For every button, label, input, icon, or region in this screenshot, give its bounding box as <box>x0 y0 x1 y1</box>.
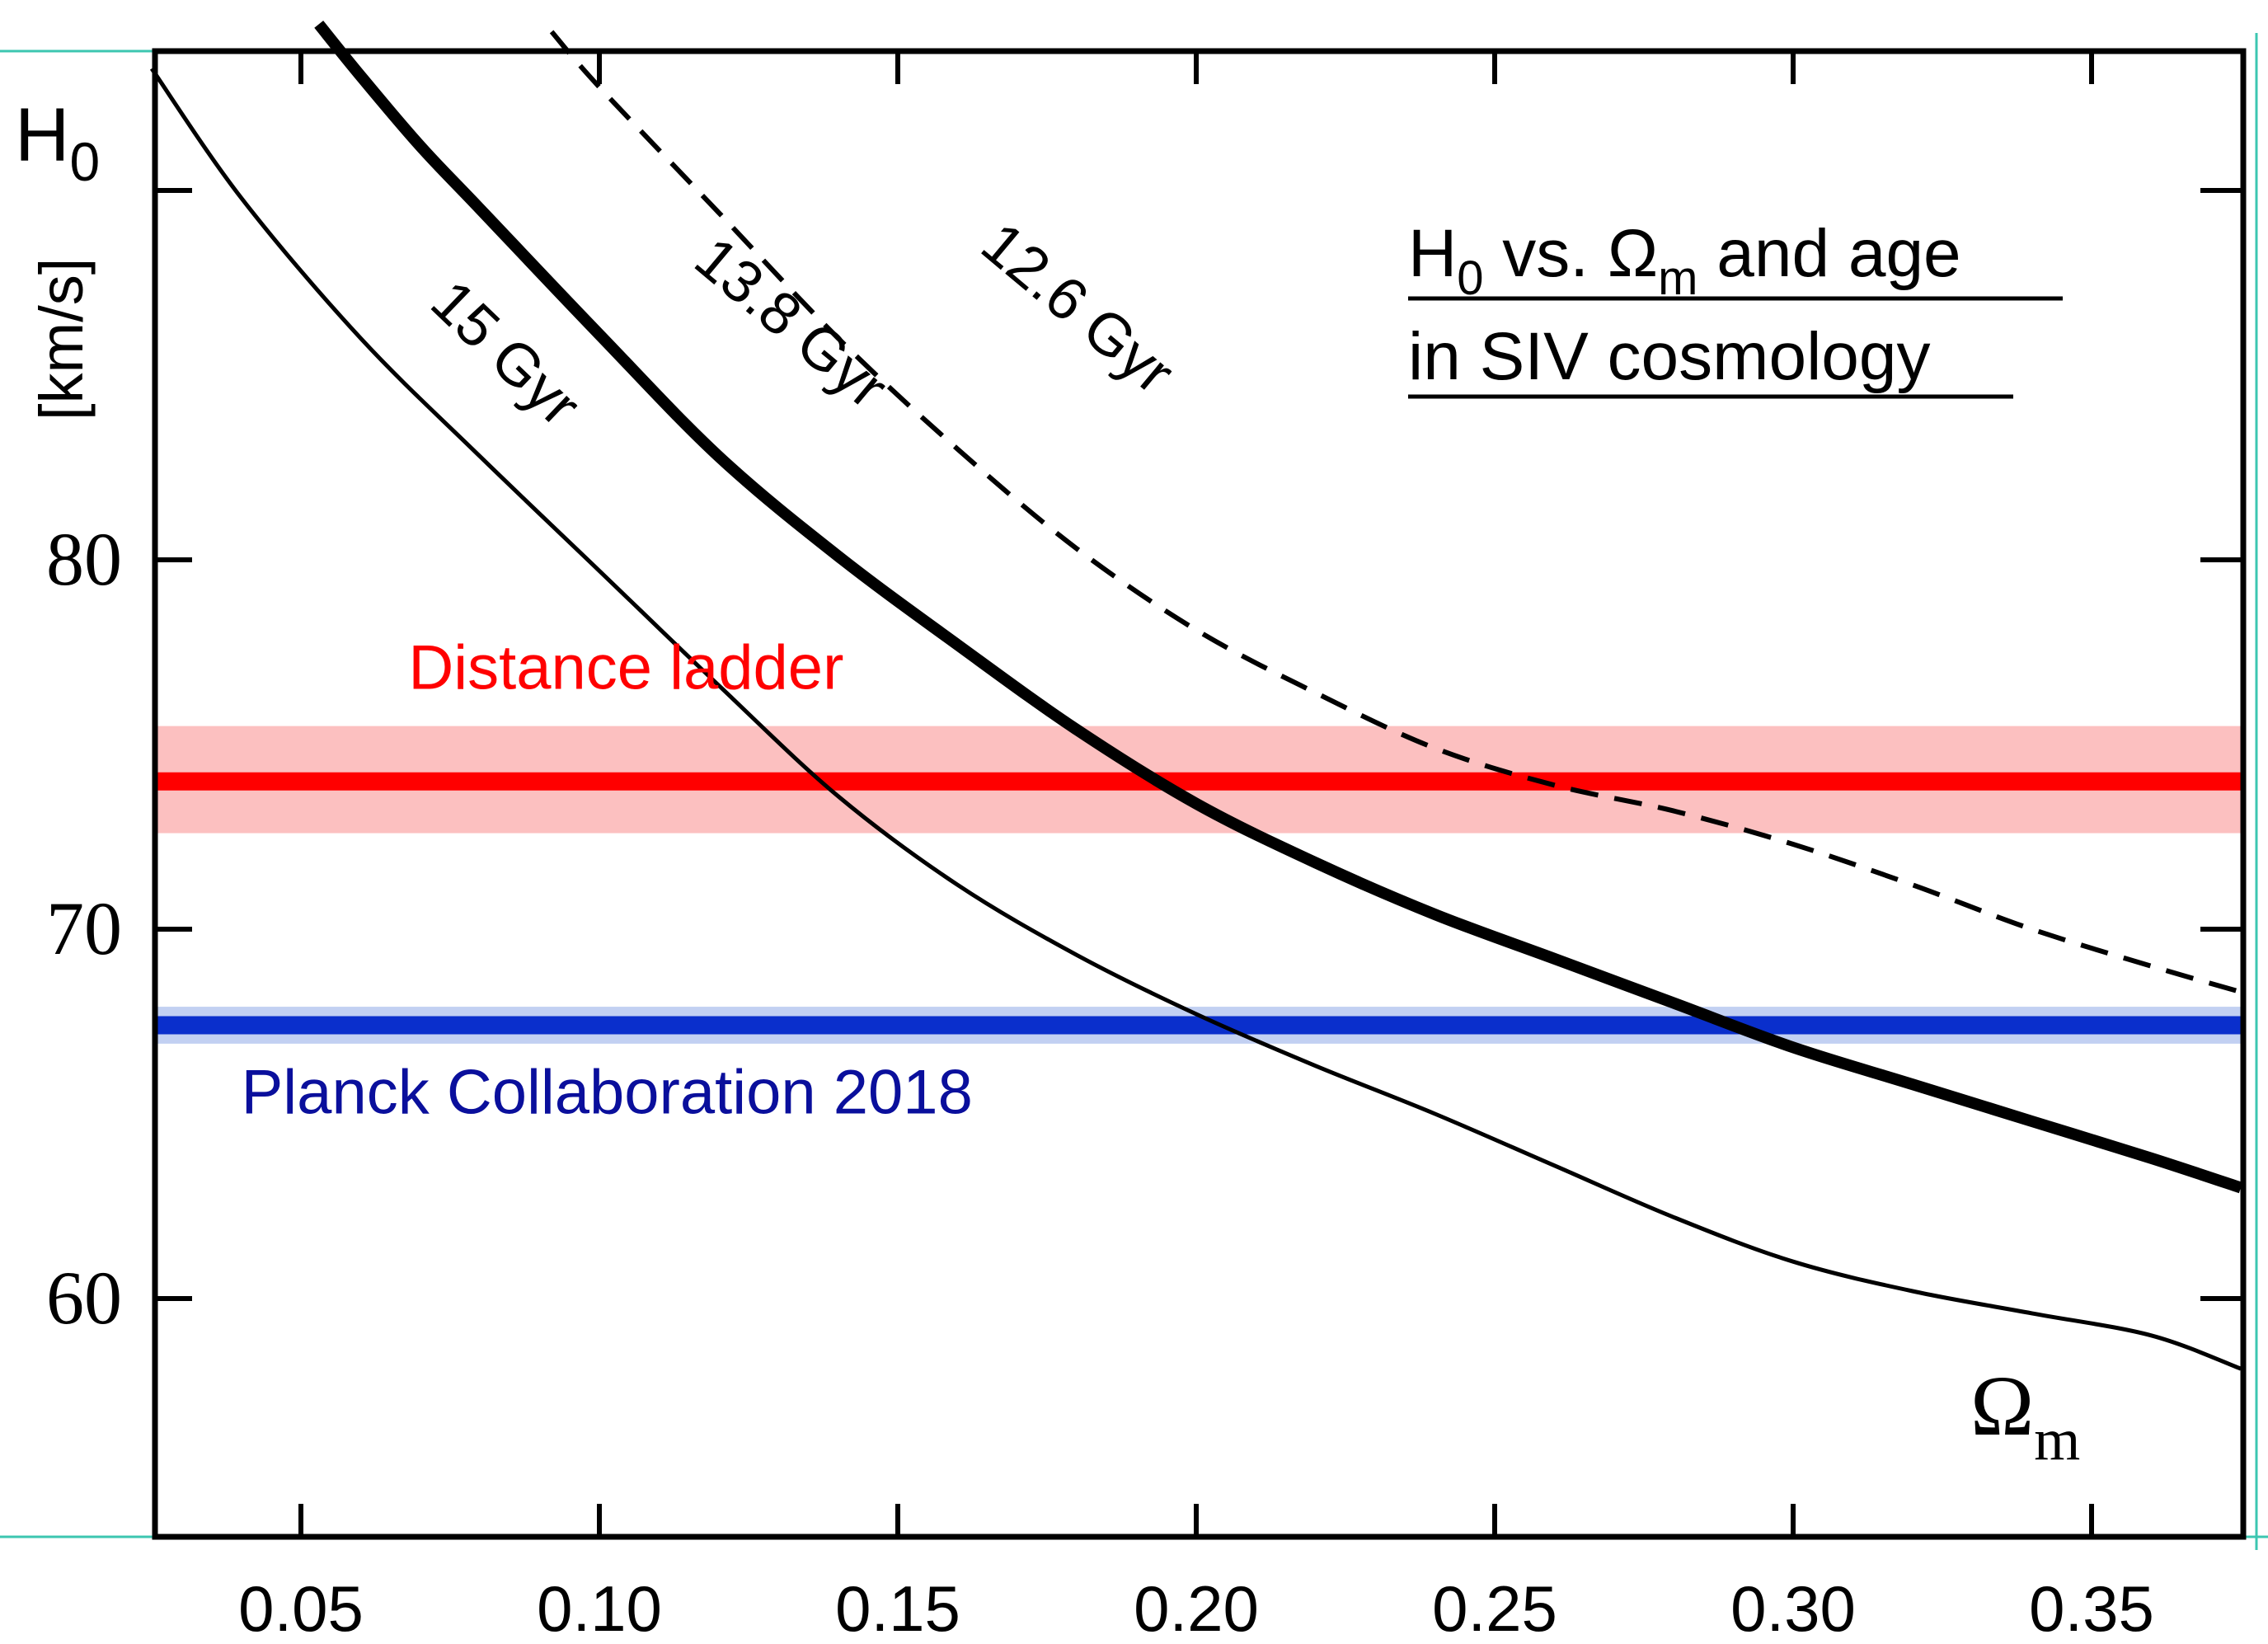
series-curve-0 <box>149 67 2242 1371</box>
chart-title-line2: in SIV cosmology <box>1408 319 1931 394</box>
band-label-1: Planck Collaboration 2018 <box>242 1058 973 1128</box>
y-axis-unit: [km/s] <box>27 258 96 420</box>
y-axis-subscript: 0 <box>69 131 100 192</box>
x-tick-label-6: 0.35 <box>2029 1572 2154 1644</box>
reference-bands <box>155 726 2243 1044</box>
x-tick-label-2: 0.15 <box>835 1572 960 1644</box>
x-tick-label-0: 0.05 <box>238 1572 364 1644</box>
y-tick-label-1: 70 <box>46 886 122 970</box>
axis-ticks <box>155 51 2243 1537</box>
x-tick-label-5: 0.30 <box>1730 1572 1856 1644</box>
title-subscript-0: 0 <box>1457 251 1483 305</box>
curve-label-2: 12.6 Gyr <box>970 210 1186 406</box>
x-tick-label-3: 0.20 <box>1134 1572 1259 1644</box>
chart-title-line1: H0 vs. Ωm and age <box>1408 216 1961 305</box>
y-tick-label-0: 60 <box>46 1256 122 1340</box>
x-tick-label-1: 0.10 <box>537 1572 662 1644</box>
plot-frame <box>152 48 2247 1540</box>
data-series <box>149 20 2243 1371</box>
x-axis-symbol: Ωm <box>1970 1359 2080 1473</box>
band-label-0: Distance ladder <box>408 632 843 702</box>
x-axis-subscript: m <box>2034 1407 2080 1473</box>
series-curve-2 <box>549 30 2242 995</box>
x-tick-label-4: 0.25 <box>1432 1572 1557 1644</box>
y-tick-label-2: 80 <box>46 517 122 601</box>
series-curve-1 <box>314 20 2243 1194</box>
y-axis-symbol: H0 <box>15 93 100 192</box>
title-subscript-m: m <box>1658 251 1697 305</box>
curve-label-1: 13.8 Gyr <box>683 225 899 421</box>
labels: 0.05 0.10 0.15 0.20 0.25 0.30 0.35 60 70 80 Distan… <box>46 210 2154 1644</box>
